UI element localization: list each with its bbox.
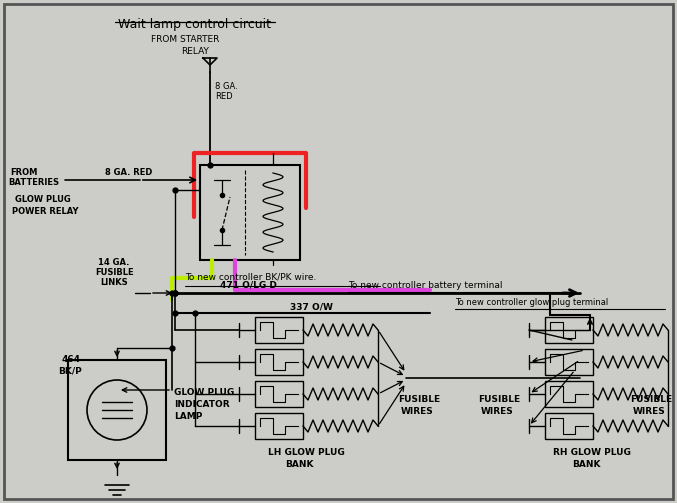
Text: INDICATOR: INDICATOR — [174, 400, 230, 409]
Bar — [545, 317, 593, 343]
Bar — [200, 165, 300, 260]
Text: FUSIBLE: FUSIBLE — [630, 395, 672, 404]
Text: WIRES: WIRES — [481, 407, 514, 416]
Bar — [545, 381, 593, 407]
Text: FUSIBLE: FUSIBLE — [398, 395, 440, 404]
Text: WIRES: WIRES — [401, 407, 434, 416]
Text: To new controller BK/PK wire.: To new controller BK/PK wire. — [185, 273, 316, 282]
Bar — [68, 360, 166, 460]
Text: Wait lamp control circuit: Wait lamp control circuit — [118, 18, 271, 31]
Bar — [255, 349, 303, 375]
Text: BANK: BANK — [285, 460, 313, 469]
Text: WIRES: WIRES — [633, 407, 665, 416]
Text: BATTERIES: BATTERIES — [8, 178, 59, 187]
Text: GLOW PLUG: GLOW PLUG — [15, 195, 71, 204]
Bar — [255, 381, 303, 407]
Text: BANK: BANK — [572, 460, 600, 469]
Text: POWER RELAY: POWER RELAY — [12, 207, 79, 216]
Text: 337 O/W: 337 O/W — [290, 302, 333, 311]
Text: FUSIBLE: FUSIBLE — [95, 268, 133, 277]
Text: RH GLOW PLUG: RH GLOW PLUG — [553, 448, 631, 457]
Text: LINKS: LINKS — [100, 278, 128, 287]
Text: BK/P: BK/P — [58, 367, 82, 376]
Bar — [255, 317, 303, 343]
Text: 8 GA. RED: 8 GA. RED — [105, 168, 152, 177]
Text: RELAY: RELAY — [181, 47, 209, 56]
Bar — [255, 413, 303, 439]
Text: FROM: FROM — [10, 168, 37, 177]
Text: RED: RED — [215, 92, 233, 101]
Text: LH GLOW PLUG: LH GLOW PLUG — [268, 448, 345, 457]
Text: 471 O/LG D: 471 O/LG D — [220, 281, 277, 290]
Text: 8 GA.: 8 GA. — [215, 82, 238, 91]
Text: LAMP: LAMP — [174, 412, 202, 421]
Text: To new controller battery terminal: To new controller battery terminal — [348, 281, 502, 290]
Text: To new controller glow plug terminal: To new controller glow plug terminal — [455, 298, 608, 307]
Text: FUSIBLE: FUSIBLE — [478, 395, 520, 404]
Text: FROM STARTER: FROM STARTER — [151, 35, 219, 44]
Text: GLOW PLUG: GLOW PLUG — [174, 388, 234, 397]
Bar — [545, 413, 593, 439]
Bar — [545, 349, 593, 375]
Text: 464: 464 — [62, 355, 81, 364]
Text: 14 GA.: 14 GA. — [98, 258, 129, 267]
